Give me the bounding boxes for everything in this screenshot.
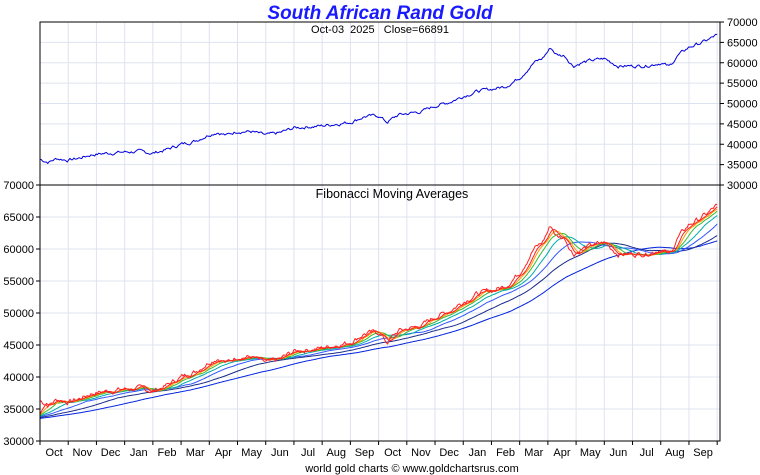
y-tick-label: 40000 (727, 139, 758, 151)
bottom-panel-grid (40, 185, 720, 441)
y-tick-label: 55000 (727, 78, 758, 90)
y-tick-label: 45000 (727, 119, 758, 131)
x-tick-label: Jan (468, 447, 486, 459)
x-tick-label: Jun (271, 447, 289, 459)
top-panel-y-axis: 30000 35000 40000 45000 50000 55000 60000 65000… (720, 17, 758, 192)
x-tick-label: May (580, 447, 601, 459)
y-tick-label: 50000 (3, 308, 34, 320)
footer-credit: world gold charts © www.goldchartsrus.co… (304, 463, 519, 475)
price-line-lower (39, 203, 718, 408)
fma-line-fma-5 (39, 223, 718, 418)
x-tick-label: Sep (693, 447, 713, 459)
y-tick-label: 70000 (3, 180, 34, 192)
x-tick-label: Feb (157, 447, 176, 459)
x-tick-label: May (241, 447, 262, 459)
x-tick-label: Oct (384, 447, 401, 459)
y-tick-label: 30000 (3, 436, 34, 448)
y-tick-label: 55000 (3, 276, 34, 288)
x-tick-label: Mar (524, 447, 543, 459)
y-tick-label: 60000 (727, 58, 758, 70)
bottom-panel-series (39, 203, 718, 419)
chart-title: South African Rand Gold (267, 3, 493, 24)
x-tick-label: Jul (640, 447, 654, 459)
x-tick-label: Dec (101, 447, 121, 459)
y-tick-label: 30000 (727, 180, 758, 192)
y-tick-label: 35000 (3, 404, 34, 416)
top-panel-series (39, 33, 718, 164)
x-tick-label: Jul (301, 447, 315, 459)
close-price-line (39, 33, 718, 164)
x-tick-label: Sep (355, 447, 375, 459)
fma-line-fma-7 (39, 240, 718, 419)
x-tick-label: Mar (186, 447, 205, 459)
y-tick-label: 50000 (727, 99, 758, 111)
x-tick-label: Jan (130, 447, 148, 459)
y-tick-label: 35000 (727, 160, 758, 172)
y-tick-label: 60000 (3, 244, 34, 256)
y-tick-label: 65000 (727, 37, 758, 49)
x-tick-label: Jun (610, 447, 628, 459)
y-tick-label: 45000 (3, 340, 34, 352)
x-tick-label: Feb (496, 447, 515, 459)
x-tick-label: Nov (411, 447, 431, 459)
bottom-panel-title: Fibonacci Moving Averages (316, 187, 469, 201)
x-tick-label: Aug (326, 447, 346, 459)
y-tick-label: 65000 (3, 212, 34, 224)
bottom-panel-y-axis: 30000 35000 40000 45000 50000 55000 60000 65000… (3, 180, 40, 448)
x-tick-label: Nov (73, 447, 93, 459)
y-tick-label: 40000 (3, 372, 34, 384)
x-tick-label: Aug (665, 447, 685, 459)
x-tick-label: Oct (46, 447, 63, 459)
x-tick-label: Dec (439, 447, 459, 459)
chart-subtitle: Oct-03 2025 Close=66891 (311, 24, 449, 36)
fma-line-fma-3 (39, 210, 718, 417)
top-panel-grid (40, 22, 720, 185)
x-tick-label: Apr (553, 447, 570, 459)
fma-line-fma-short (39, 206, 718, 415)
x-axis: Oct Nov Dec Jan Feb Mar Apr May Jun Jul Aug Sep Oct N… (39, 441, 718, 459)
x-tick-label: Apr (215, 447, 232, 459)
y-tick-label: 70000 (727, 17, 758, 29)
